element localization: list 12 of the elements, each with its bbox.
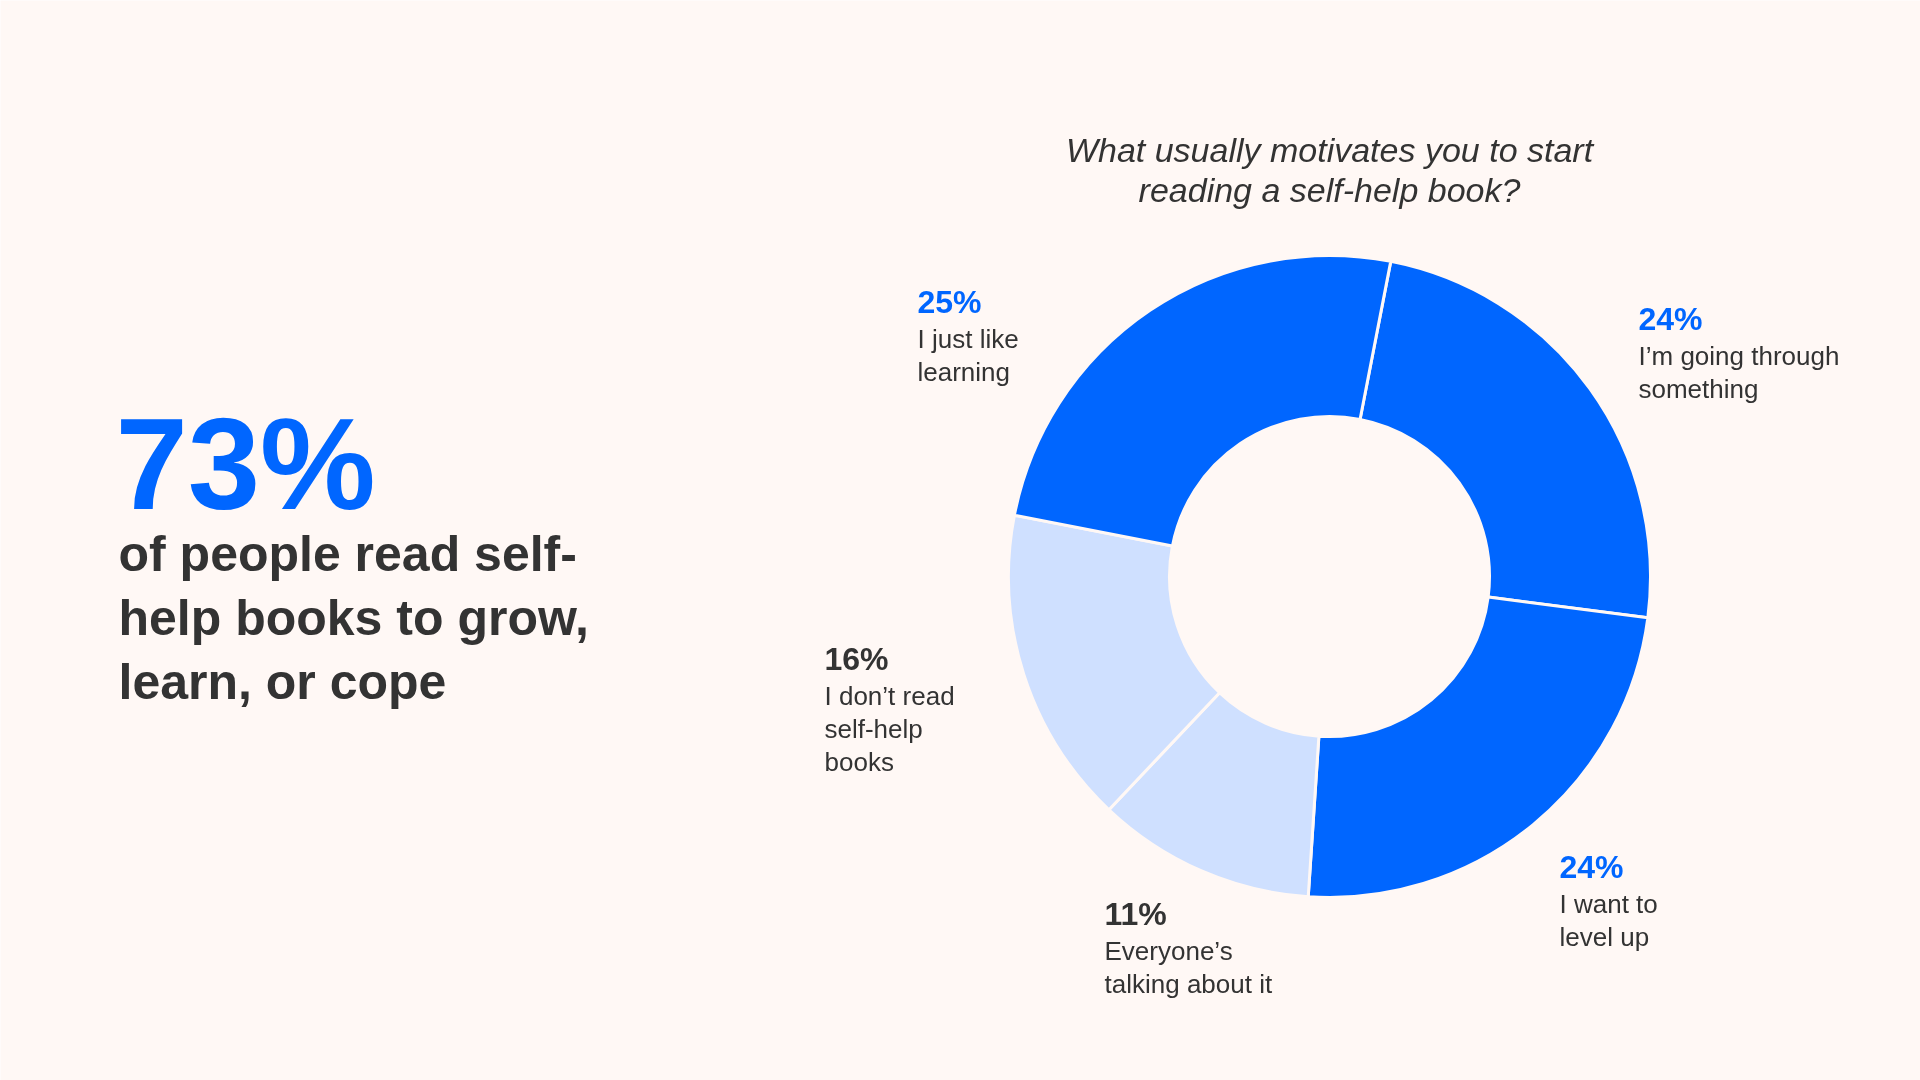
slice-label: I’m going through something — [1638, 340, 1840, 404]
slice-label: I don’t read self-help books — [824, 680, 955, 777]
slice-label: Everyone’s talking about it — [1104, 935, 1273, 999]
data-label: 11% — [1104, 895, 1167, 932]
data-label: 25% — [917, 283, 982, 320]
chart-title: What usually motivates you to start reading a self-help book? — [1065, 130, 1595, 209]
slice-label: I want to level up — [1559, 888, 1658, 952]
data-label: 24% — [1559, 848, 1624, 885]
data-label: 24% — [1638, 300, 1703, 337]
slice-label: I just like learning — [917, 323, 1019, 387]
text: of people read self-help books to grow, learn, or cope — [118, 525, 589, 710]
data-label: 16% — [824, 640, 889, 677]
